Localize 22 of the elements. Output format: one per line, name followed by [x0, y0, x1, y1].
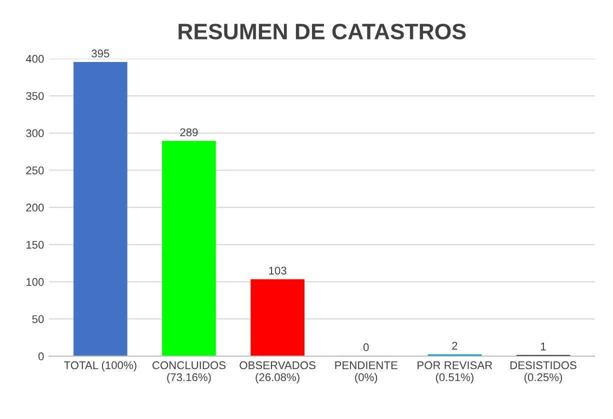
- data-label: 289: [180, 128, 198, 136]
- x-tick-label: POR REVISAR (0.51%): [418, 361, 492, 384]
- x-tick-label: OBSERVADOS (26.08%): [240, 361, 316, 384]
- data-label: 1: [541, 342, 546, 350]
- y-tick-label: 0: [38, 352, 44, 360]
- y-tick-label: 350: [26, 92, 44, 100]
- y-tick-label: 300: [26, 129, 44, 138]
- y-tick-label: 250: [26, 166, 44, 174]
- data-label: 395: [92, 50, 110, 58]
- y-tick-label: 100: [26, 278, 44, 286]
- y-tick-label: 200: [26, 204, 44, 212]
- y-tick-label: 50: [32, 315, 44, 324]
- data-label: 2: [452, 342, 458, 350]
- y-tick-label: 150: [26, 240, 44, 249]
- x-tick-label: PENDIENTE (0%): [335, 361, 398, 384]
- x-tick-label: TOTAL (100%): [64, 361, 136, 372]
- x-tick-label: DESISTIDOS (0.25%): [510, 361, 576, 384]
- data-label: 103: [269, 266, 286, 275]
- data-label: 0: [363, 343, 369, 352]
- x-tick-label: CONCLUIDOS (73.16%): [152, 361, 226, 384]
- chart-title: RESUMEN DE CATASTROS: [178, 24, 466, 40]
- y-tick-label: 400: [26, 54, 44, 63]
